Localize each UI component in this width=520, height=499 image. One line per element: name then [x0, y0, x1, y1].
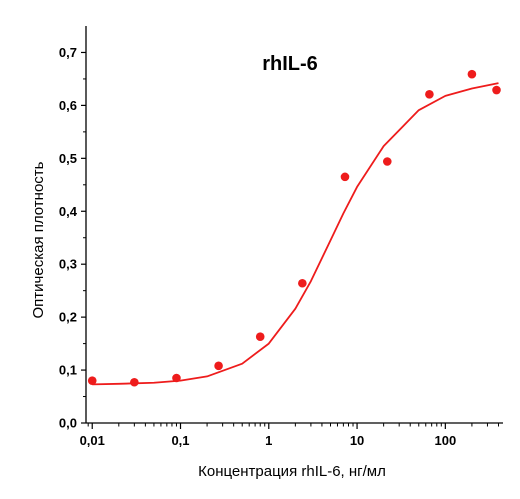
y-tick-label: 0,1	[59, 363, 77, 378]
data-point	[340, 172, 350, 182]
fit-curve	[92, 82, 499, 386]
plot-area	[85, 26, 503, 424]
y-tick-label: 0,7	[59, 45, 77, 60]
y-tick-label: 0,5	[59, 151, 77, 166]
data-point	[214, 361, 223, 371]
data-point	[425, 89, 434, 99]
series-layer	[87, 69, 501, 387]
data-point	[87, 376, 97, 385]
x-tick-label: 10	[350, 433, 364, 448]
y-tick-label: 0,6	[59, 98, 77, 113]
data-point	[172, 373, 181, 383]
y-tick-label: 0,0	[59, 416, 77, 431]
y-axis: 0,0 0,1 0,2 0,3 0,4 0,5 0,6 0,7	[59, 45, 86, 431]
chart-title: rhIL-6	[262, 53, 318, 75]
data-point	[130, 377, 139, 387]
y-axis-title: Оптическая плотность	[30, 161, 47, 318]
data-point	[298, 278, 307, 288]
x-axis-title: Концентрация rhIL-6, нг/мл	[198, 463, 386, 480]
data-point	[492, 85, 501, 95]
x-axis: 0,01 0,1 1 10 100	[80, 423, 499, 448]
x-tick-label: 0,01	[80, 433, 105, 448]
y-tick-label: 0,4	[59, 204, 78, 219]
x-tick-label: 0,1	[171, 433, 189, 448]
y-tick-label: 0,2	[59, 310, 77, 325]
x-tick-label: 100	[434, 433, 456, 448]
y-tick-label: 0,3	[59, 257, 77, 272]
data-point	[467, 69, 477, 79]
data-point	[255, 332, 265, 342]
x-tick-label: 1	[265, 433, 272, 448]
data-point	[382, 157, 392, 166]
